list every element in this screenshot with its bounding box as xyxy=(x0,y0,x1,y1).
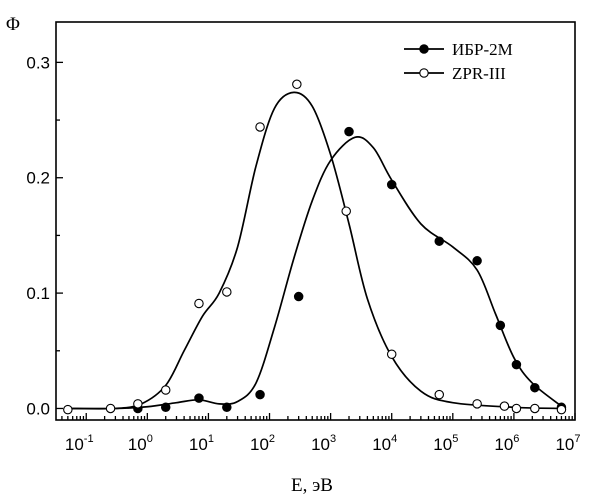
legend-marker xyxy=(419,68,429,78)
data-point xyxy=(105,403,116,414)
data-point xyxy=(341,206,351,216)
x-tick-label: 106 xyxy=(494,433,519,454)
data-point xyxy=(556,404,567,415)
x-tick-label: 102 xyxy=(250,433,275,454)
data-point xyxy=(472,256,482,266)
data-point xyxy=(530,382,540,393)
data-point xyxy=(386,349,397,359)
y-axis-ticks: 0.0 0.1 0.2 0.3 xyxy=(26,53,63,418)
x-axis-ticks: 10-1 100 101 102 103 104 105 106 107 xyxy=(61,413,581,454)
data-point xyxy=(255,122,265,132)
data-point xyxy=(160,402,171,413)
series-curves xyxy=(67,91,562,410)
x-tick-label: 10-1 xyxy=(65,433,94,454)
data-point xyxy=(530,403,540,414)
x-tick-label: 104 xyxy=(372,433,397,454)
y-tick-label: 0.2 xyxy=(26,169,50,188)
data-point xyxy=(386,179,397,190)
series-markers xyxy=(63,79,567,415)
data-point xyxy=(434,236,445,246)
x-tick-label: 103 xyxy=(311,433,336,454)
data-point xyxy=(499,401,510,411)
legend-label: ZPR-III xyxy=(452,64,506,83)
series-line-1 xyxy=(67,91,562,410)
data-point xyxy=(222,402,232,413)
y-axis-title: Φ xyxy=(6,14,20,35)
y-tick-label: 0.0 xyxy=(26,399,50,418)
y-tick-label: 0.1 xyxy=(26,284,50,303)
data-point xyxy=(194,298,204,309)
data-point xyxy=(160,385,171,395)
x-tick-label: 107 xyxy=(555,433,580,454)
data-point xyxy=(511,359,522,370)
data-point xyxy=(495,320,506,331)
x-tick-label: 100 xyxy=(128,433,153,454)
plot-area-frame xyxy=(55,21,576,421)
data-point xyxy=(293,291,304,302)
data-point xyxy=(472,399,482,409)
data-point xyxy=(255,389,265,400)
data-point xyxy=(434,389,445,400)
data-point xyxy=(194,393,204,403)
data-point xyxy=(344,126,354,137)
legend-marker xyxy=(419,44,429,54)
legend: ИБР-2М ZPR-III xyxy=(404,40,513,83)
data-point xyxy=(222,287,232,297)
data-point xyxy=(511,403,522,414)
x-tick-label: 101 xyxy=(189,433,214,454)
data-point xyxy=(63,404,73,415)
x-axis-title: E, эВ xyxy=(291,475,333,496)
legend-label: ИБР-2М xyxy=(452,40,513,59)
data-point xyxy=(292,79,302,90)
series-line-0 xyxy=(67,136,562,410)
data-point xyxy=(133,399,143,409)
x-tick-label: 105 xyxy=(433,433,458,454)
y-tick-label: 0.3 xyxy=(26,53,50,72)
